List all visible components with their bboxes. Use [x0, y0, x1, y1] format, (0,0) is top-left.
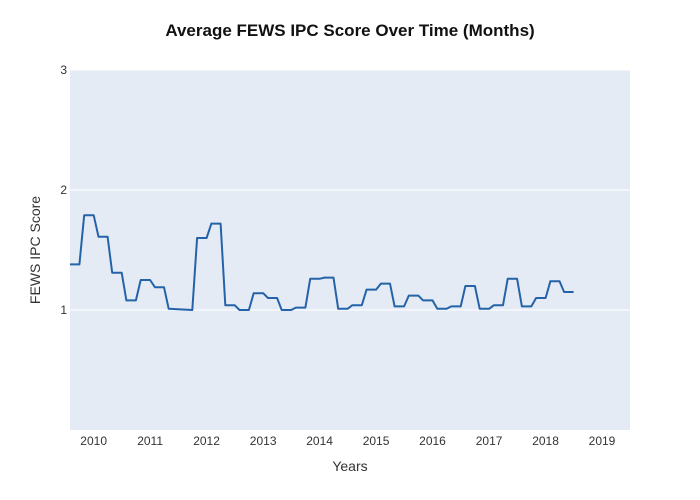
x-tick-label: 2014: [306, 434, 333, 448]
x-axis-title: Years: [332, 458, 367, 474]
y-tick-label: 3: [60, 63, 67, 77]
series-line: [70, 214, 574, 311]
x-tick-label: 2010: [80, 434, 107, 448]
y-tick-label: 1: [60, 303, 67, 317]
y-tick-label: 2: [60, 183, 67, 197]
x-tick-label: 2017: [476, 434, 503, 448]
x-tick-label: 2012: [193, 434, 220, 448]
x-tick-label: 2016: [419, 434, 446, 448]
x-tick-label: 2013: [250, 434, 277, 448]
y-axis-ticks: 1 2 3: [60, 63, 67, 317]
x-tick-label: 2018: [532, 434, 559, 448]
x-tick-label: 2015: [363, 434, 390, 448]
x-axis-ticks: 2010 2011 2012 2013 2014 2015 2016 2017 2018 2019: [80, 434, 615, 448]
x-tick-label: 2011: [137, 434, 163, 448]
grid-lines: [70, 69, 630, 311]
x-tick-label: 2019: [589, 434, 616, 448]
y-axis-title: FEWS IPC Score: [27, 196, 43, 304]
series-layer: [70, 214, 574, 311]
chart-title: Average FEWS IPC Score Over Time (Months…: [165, 21, 534, 40]
plot-area: [70, 70, 630, 430]
